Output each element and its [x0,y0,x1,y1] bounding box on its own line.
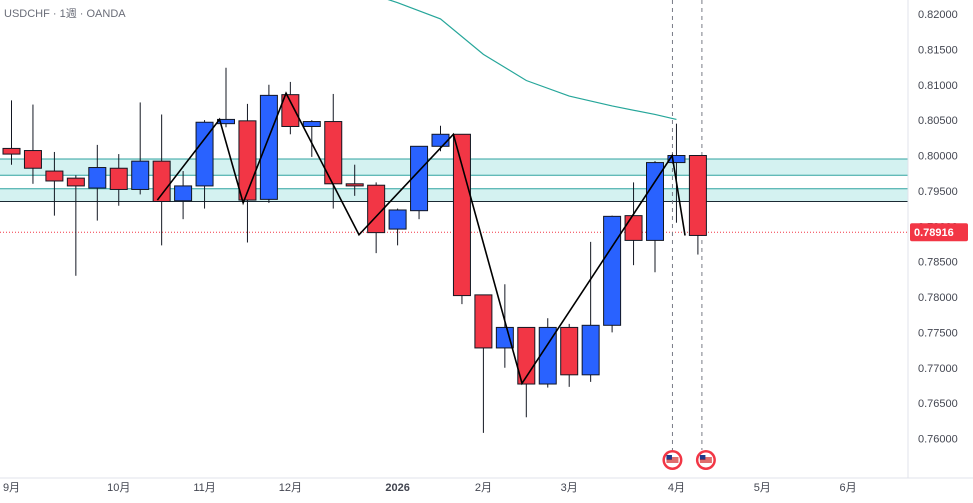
candle [23,104,42,184]
candle [88,144,107,221]
candle [45,151,64,216]
price-axis-background [908,0,973,503]
candle-body [603,215,622,326]
current-price-tag [910,223,968,242]
candle [281,81,300,135]
candle-body [131,160,150,190]
candle [131,102,150,195]
y-tick-label: 0.76500 [918,398,958,410]
candle-body [560,326,579,376]
candle-body [581,324,600,376]
candle [410,145,429,220]
candle [174,171,193,220]
candle-body [238,120,257,201]
candle [388,208,407,246]
candle-body [495,326,514,349]
x-tick-label: 11月 [193,482,215,494]
candle [302,120,321,157]
us-flag-icon[interactable] [662,450,683,470]
candle [474,294,493,433]
candle [688,155,707,255]
candle [452,133,471,305]
y-tick-label: 0.81000 [918,80,958,92]
moving-average-line [387,0,677,121]
candle-body [688,155,707,236]
y-tick-label: 0.78000 [918,292,958,304]
candle-body [88,167,107,189]
candle-body [646,162,664,241]
x-tick-label: 2026 [385,482,409,494]
candle-body [259,94,278,200]
candle-body [23,150,42,169]
y-tick-label: 0.78500 [918,257,958,269]
y-tick-label: 0.76000 [918,434,958,446]
candle [259,84,278,203]
candle-body [452,133,471,297]
candle [517,326,536,418]
candle [152,114,171,246]
candle [109,154,128,206]
y-tick-label: 0.81500 [918,44,958,56]
y-tick-label: 0.80500 [918,115,958,127]
y-tick-label: 0.79500 [918,186,958,198]
x-tick-label: 12月 [279,482,302,494]
x-tick-label: 3月 [561,482,578,494]
current-price-label: 0.78916 [914,227,954,239]
x-tick-label: 4月 [668,482,685,494]
y-tick-label: 0.82000 [918,9,958,21]
y-tick-label: 0.80000 [918,151,958,163]
candle-body [109,167,128,190]
candle-body [174,185,193,202]
candle-body [367,184,386,234]
candle-body [152,160,171,202]
x-tick-label: 5月 [754,482,771,494]
x-tick-label: 10月 [107,482,130,494]
candle-body [302,121,321,127]
x-tick-label: 2月 [475,482,492,494]
x-tick-label: 9月 [3,482,20,494]
candle [238,103,257,243]
candle-body [195,121,214,187]
candle [603,215,622,333]
candle [345,164,364,196]
candle [560,323,579,387]
y-tick-label: 0.77000 [918,363,958,375]
us-flag-icon[interactable] [695,450,716,470]
symbol-title: USDCHF · 1週 · OANDA [4,8,126,20]
candle [581,241,600,382]
candle-body [431,133,450,147]
candle [367,182,386,254]
candle-body [2,147,21,155]
candle-body [45,170,64,182]
candle-body [474,294,493,349]
candle-body [624,215,643,241]
candle-body [281,94,300,127]
candle-body [66,177,85,187]
candle [667,123,686,223]
candle [2,100,21,165]
zigzag-line [156,91,686,386]
candle-body [667,155,686,164]
candle [195,120,214,209]
candle-body [388,209,407,230]
y-tick-label: 0.77500 [918,327,958,339]
candle-body [345,183,364,187]
candle-body [410,145,429,212]
candle [495,284,514,368]
candle [646,161,664,273]
x-tick-label: 6月 [839,482,856,494]
candle [66,175,85,276]
